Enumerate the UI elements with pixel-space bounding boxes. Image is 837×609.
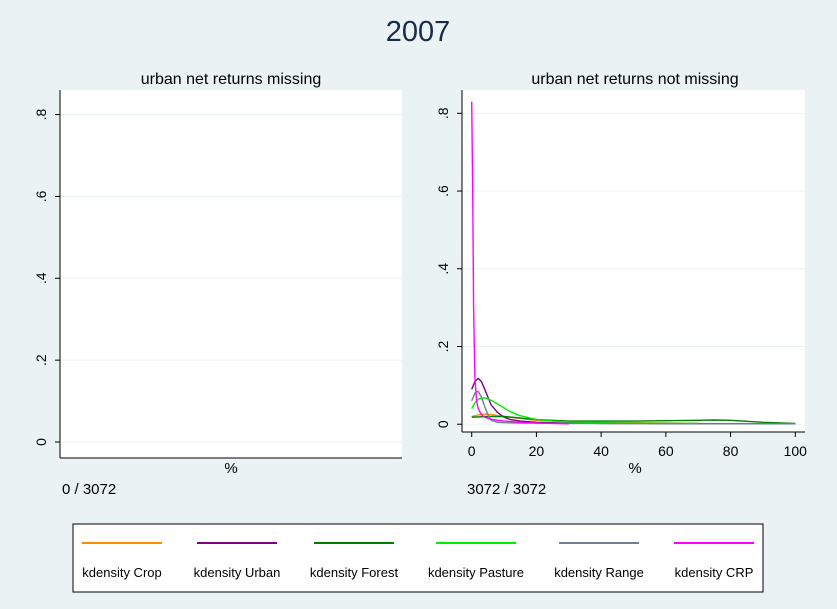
y-tick-label: .2 bbox=[435, 340, 451, 352]
legend-label-crop: kdensity Crop bbox=[82, 565, 161, 580]
legend-label-pasture: kdensity Pasture bbox=[428, 565, 524, 580]
legend-label-crp: kdensity CRP bbox=[675, 565, 754, 580]
legend-item-crp: kdensity CRP bbox=[674, 542, 754, 580]
panel-left-axes bbox=[59, 90, 402, 459]
y-tick-label: .2 bbox=[33, 354, 49, 366]
legend-item-urban: kdensity Urban bbox=[194, 542, 281, 580]
panel-right-y-ticks: 0 .2 .4 .6 .8 bbox=[435, 107, 462, 428]
panel-right-title: urban net returns not missing bbox=[531, 71, 738, 88]
legend-item-range: kdensity Range bbox=[554, 542, 644, 580]
legend-items: kdensity Crop kdensity Urban kdensity Fore… bbox=[82, 542, 754, 580]
panel-left-plot-area bbox=[60, 90, 402, 458]
panel-right-plot-area bbox=[462, 90, 805, 432]
y-tick-label: .6 bbox=[435, 185, 451, 197]
figure-title: 2007 bbox=[386, 16, 451, 48]
panel-right-x-ticks: 0 20 40 60 80 100 bbox=[468, 432, 807, 459]
series-line-range bbox=[471, 390, 796, 425]
panel-left-gridlines bbox=[60, 114, 402, 443]
legend-box bbox=[72, 523, 764, 593]
x-tick-label: 60 bbox=[658, 443, 674, 459]
y-tick-label: .8 bbox=[435, 107, 451, 119]
legend-item-forest: kdensity Forest bbox=[310, 542, 399, 580]
x-tick-label: 80 bbox=[723, 443, 739, 459]
panel-left-y-ticks: 0 .2 .4 .6 .8 bbox=[33, 109, 60, 446]
x-tick-label: 40 bbox=[593, 443, 609, 459]
legend-item-crop: kdensity Crop bbox=[82, 542, 162, 580]
y-tick-label: .8 bbox=[33, 109, 49, 121]
series-line-crp bbox=[471, 101, 569, 425]
legend-label-urban: kdensity Urban bbox=[194, 565, 281, 580]
panel-right-note: 3072 / 3072 bbox=[467, 481, 546, 498]
y-tick-label: .6 bbox=[33, 190, 49, 202]
legend: kdensity Crop kdensity Urban kdensity Fore… bbox=[72, 523, 764, 593]
x-tick-label: 0 bbox=[468, 443, 476, 459]
panel-left-title: urban net returns missing bbox=[141, 71, 322, 88]
panel-left: urban net returns missing 0 .2 .4 .6 .8 % 0 … bbox=[33, 71, 402, 498]
panel-left-x-label: % bbox=[224, 460, 237, 477]
series-line-forest bbox=[471, 415, 796, 425]
panel-left-note: 0 / 3072 bbox=[62, 481, 116, 498]
panel-right-axes bbox=[461, 90, 805, 433]
x-tick-label: 100 bbox=[784, 443, 808, 459]
panel-right: urban net returns not missing 0.2.4.6.8 … bbox=[435, 71, 807, 498]
y-tick-label: .4 bbox=[33, 272, 49, 284]
x-tick-label: 20 bbox=[529, 443, 545, 459]
y-tick-label: 0 bbox=[435, 420, 451, 428]
legend-label-range: kdensity Range bbox=[554, 565, 644, 580]
legend-label-forest: kdensity Forest bbox=[310, 565, 399, 580]
panel-right-series bbox=[471, 101, 796, 425]
legend-item-pasture: kdensity Pasture bbox=[428, 542, 524, 580]
y-tick-label: .4 bbox=[435, 263, 451, 275]
panel-right-x-label: % bbox=[628, 460, 641, 477]
y-tick-label: 0 bbox=[33, 438, 49, 446]
